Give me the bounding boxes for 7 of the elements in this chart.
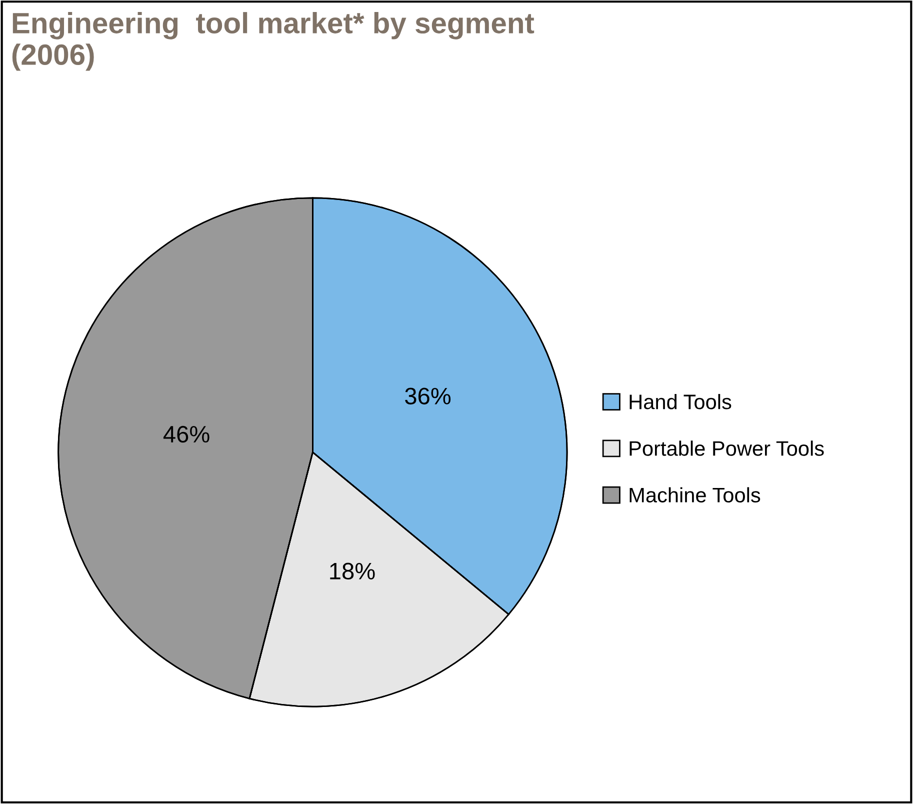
legend-label: Machine Tools — [630, 487, 760, 502]
data-label: 36% — [405, 388, 451, 404]
legend-label: Portable Power Tools — [630, 440, 824, 456]
chart-title: Engineering tool market* by segment (2006) — [12, 12, 534, 71]
legend-label: Hand Tools — [630, 394, 732, 410]
data-label: 46% — [163, 426, 210, 443]
data-label: 18% — [330, 562, 375, 580]
